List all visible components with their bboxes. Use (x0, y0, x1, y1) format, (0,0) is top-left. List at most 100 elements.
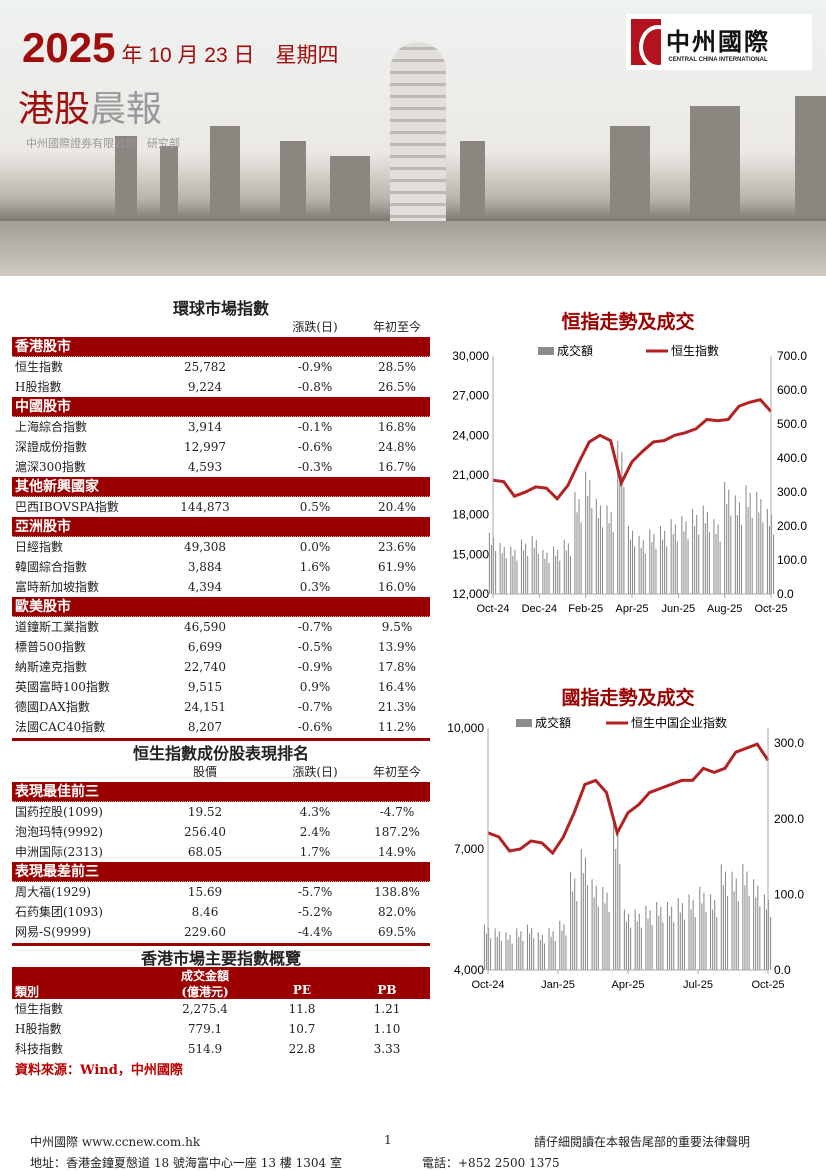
volume-bar (586, 885, 589, 970)
volume-bar (712, 909, 714, 970)
volume-bar (565, 550, 567, 594)
table-row: 恒生指數 25,782 -0.9% 28.5% (15, 360, 417, 374)
volume-bar (576, 512, 578, 594)
volume-bar (703, 892, 705, 970)
volume-bar (672, 534, 674, 594)
right-tick-label: 600.0 (777, 383, 807, 397)
volume-bar (496, 936, 498, 970)
right-tick-label: 500.0 (777, 417, 807, 431)
volume-bar (656, 901, 658, 970)
volume-bar (676, 541, 678, 594)
volume-bar (580, 522, 582, 594)
page-number: 1 (384, 1133, 392, 1147)
right-tick-label: 300.0 (777, 485, 807, 499)
x-tick-label: Feb-25 (568, 603, 603, 615)
table-row: 深證成份指數 12,997 -0.6% 24.8% (15, 440, 417, 454)
volume-bar (753, 879, 755, 970)
volume-bar (523, 550, 525, 594)
legend-label: 恒生中国企业指数 (631, 715, 727, 730)
left-tick-label: 15,000 (452, 547, 489, 561)
data-source: 資料來源：Wind，中州國際 (15, 1063, 183, 1078)
volume-bar (535, 540, 537, 594)
volume-bar (505, 558, 507, 594)
hsi-ranking-table: 恒生指數成份股表現排名 股價 漲跌(日) 年初至今 表現最佳前三 国药控股(1099) 19… (12, 740, 430, 946)
volume-bar (531, 536, 533, 594)
footer-website: 中州國際 www.ccnew.com.hk (30, 1135, 201, 1149)
volume-bar (649, 910, 651, 970)
volume-bar (576, 901, 578, 970)
volume-bar (606, 505, 608, 594)
volume-bar (738, 502, 740, 594)
volume-bar (690, 909, 692, 970)
volume-bar (507, 939, 509, 970)
volume-bar (734, 495, 736, 594)
volume-bar (717, 524, 719, 594)
volume-bar (617, 441, 619, 594)
volume-bar (613, 818, 615, 970)
volume-bar (744, 885, 746, 970)
volume-bar (696, 514, 698, 594)
volume-bar (679, 912, 681, 970)
table-row: 巴西IBOVSPA指數 144,873 0.5% 20.4% (15, 500, 417, 514)
volume-bar (694, 526, 696, 594)
volume-bar (522, 940, 524, 970)
table-row: 滬深300指數 4,593 -0.3% 16.7% (15, 460, 417, 474)
index-line (492, 397, 773, 502)
table-row: 国药控股(1099) 19.52 4.3% -4.7% (15, 805, 415, 819)
table-row: 网易-S(9999) 229.60 -4.4% 69.5% (15, 925, 417, 939)
volume-bar (498, 931, 500, 970)
volume-bar (488, 532, 490, 594)
volume-bar (527, 555, 529, 594)
table-header: 漲跌(日) 年初至今 (292, 320, 421, 334)
volume-bar (757, 885, 759, 970)
volume-bar (664, 530, 666, 594)
volume-bar (623, 486, 625, 594)
footer-phone: 電話：+852 2500 1375 (422, 1156, 560, 1170)
volume-bar (746, 871, 748, 970)
volume-bar (653, 533, 655, 594)
volume-bar (687, 539, 689, 594)
volume-bar (671, 906, 673, 970)
volume-bar (660, 906, 662, 970)
volume-bar (713, 519, 715, 594)
table-row: 恒生指數 2,275.4 11.8 1.21 (15, 1002, 401, 1016)
x-tick-label: Jun-25 (662, 603, 696, 615)
volume-bar (574, 492, 576, 594)
section-header: 表現最佳前三 (12, 782, 430, 802)
volume-bar (677, 898, 679, 970)
table-row: 標普500指數 6,699 -0.5% 13.9% (15, 640, 417, 654)
volume-bar (742, 864, 744, 970)
table-row: H股指數 9,224 -0.8% 26.5% (15, 380, 417, 394)
volume-bar (485, 933, 487, 970)
hscei-chart: 4,000 7,000 10,000 0.0 100.0 200.0 300.0 Oct-24… (447, 715, 804, 991)
volume-bar (636, 921, 638, 970)
volume-bar (557, 549, 559, 594)
volume-bar (543, 943, 545, 970)
left-tick-label: 7,000 (454, 842, 484, 856)
volume-bar (768, 899, 770, 970)
volume-bar (726, 895, 729, 970)
volume-bar (749, 492, 751, 594)
volume-bar (760, 499, 762, 594)
volume-bar (710, 894, 712, 970)
x-tick-label: Dec-24 (522, 603, 557, 615)
volume-bar (548, 928, 550, 970)
volume-bar (593, 897, 595, 970)
left-tick-label: 24,000 (452, 428, 489, 442)
legend-bar-icon (538, 347, 554, 355)
table-row: 韓國綜合指數 3,884 1.6% 61.9% (15, 560, 417, 574)
volume-bar (662, 922, 664, 970)
volume-bar (552, 931, 554, 970)
volume-bar (649, 529, 651, 594)
volume-bar (567, 543, 569, 594)
x-tick-label: Jul-25 (683, 979, 713, 991)
volume-bar (655, 548, 657, 594)
volume-bar (488, 927, 490, 970)
left-tick-label: 12,000 (452, 587, 489, 601)
volume-bar (634, 909, 636, 970)
volume-bar (490, 545, 492, 594)
left-tick-label: 21,000 (452, 468, 489, 482)
volume-bar (763, 894, 765, 970)
volume-bar (666, 901, 669, 970)
volume-bar (500, 940, 502, 970)
